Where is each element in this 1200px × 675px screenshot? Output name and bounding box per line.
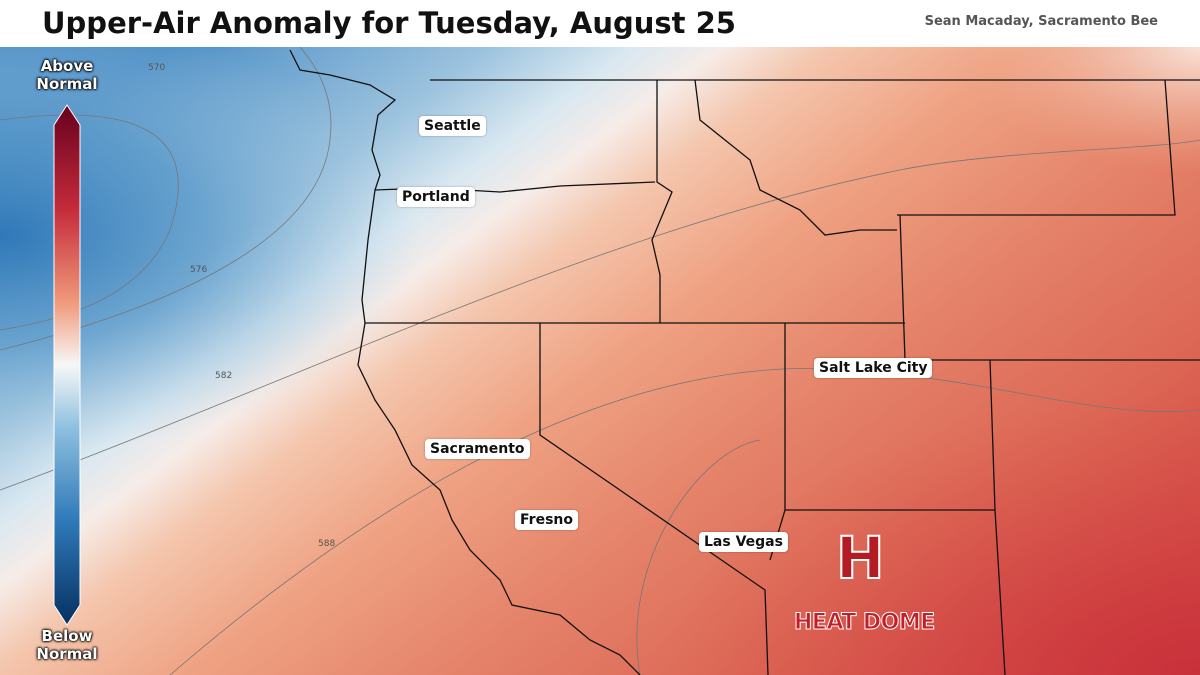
city-label: Las Vegas (699, 532, 788, 552)
credit: Sean Macaday, Sacramento Bee (924, 14, 1158, 29)
city-label: Portland (397, 187, 475, 207)
city-label: Sacramento (425, 439, 530, 459)
anomaly-pale (0, 47, 1200, 675)
contours (0, 46, 1200, 675)
legend-colorbar (53, 104, 81, 626)
contour-label: 582 (215, 371, 232, 381)
title: Upper-Air Anomaly for Tuesday, August 25 (42, 6, 736, 40)
city-label: Seattle (419, 116, 486, 136)
contour-label: 570 (148, 63, 165, 73)
contour-label: 576 (190, 265, 207, 275)
city-label: Fresno (515, 510, 578, 530)
contour-labels: 570 576 582 588 (148, 63, 335, 549)
high-label: HEAT DOME (794, 610, 936, 636)
legend-bottom-label: Below Normal (36, 627, 98, 663)
contour-label: 588 (318, 539, 335, 549)
high-symbol: H (835, 523, 886, 593)
legend-top-label: Above Normal (36, 57, 98, 93)
city-label: Salt Lake City (814, 358, 933, 378)
